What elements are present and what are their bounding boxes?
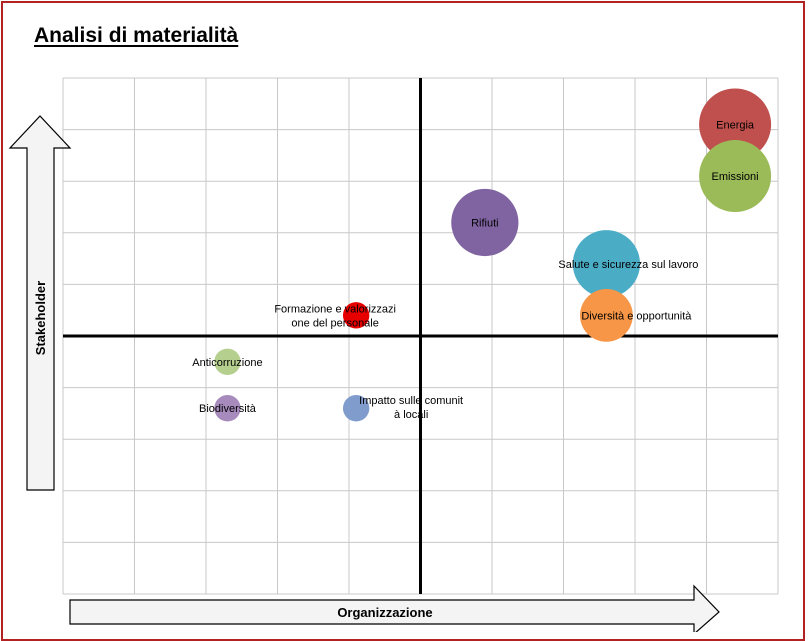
bubble-energia: [699, 88, 772, 161]
y-axis-label: Stakeholder: [33, 281, 48, 355]
bubble-anticorruzione: [214, 348, 241, 375]
bubble-formazione: [342, 302, 370, 329]
bubble-emissioni: [699, 140, 772, 213]
bubble-label: Biodiversità: [199, 403, 257, 415]
bubbles: [214, 88, 772, 422]
bubble-label: Rifiuti: [471, 217, 499, 229]
bubble-labels: Energia Emissioni Rifiuti Salute e sicurezz…: [192, 119, 758, 421]
chart-title: Analisi di materialità: [34, 24, 239, 47]
bubble-label: Impatto sulle comunit à locali: [359, 395, 463, 421]
bubble-impatto: [342, 395, 370, 422]
axis-arrows: Stakeholder Organizzazione: [8, 115, 720, 632]
bubble-biodiversit: [214, 395, 241, 422]
bubble-label: Anticorruzione: [192, 357, 262, 369]
bubble-label: Emissioni: [712, 171, 759, 183]
bubble-salute: [572, 230, 641, 298]
x-axis-label: Organizzazione: [337, 605, 432, 620]
axes: [63, 78, 778, 594]
bubble-label: Energia: [716, 119, 755, 131]
x-axis-arrow: [69, 584, 720, 632]
y-axis-arrow: [8, 115, 72, 491]
bubble-rifiuti: [451, 188, 519, 257]
bubble-label: Diversità e opportunità: [581, 310, 692, 322]
bubble-diversit: [580, 288, 633, 342]
bubble-label: Salute e sicurezza sul lavoro: [558, 259, 698, 271]
bubble-label: Formazione e valorizzazi one del personal…: [274, 303, 396, 329]
